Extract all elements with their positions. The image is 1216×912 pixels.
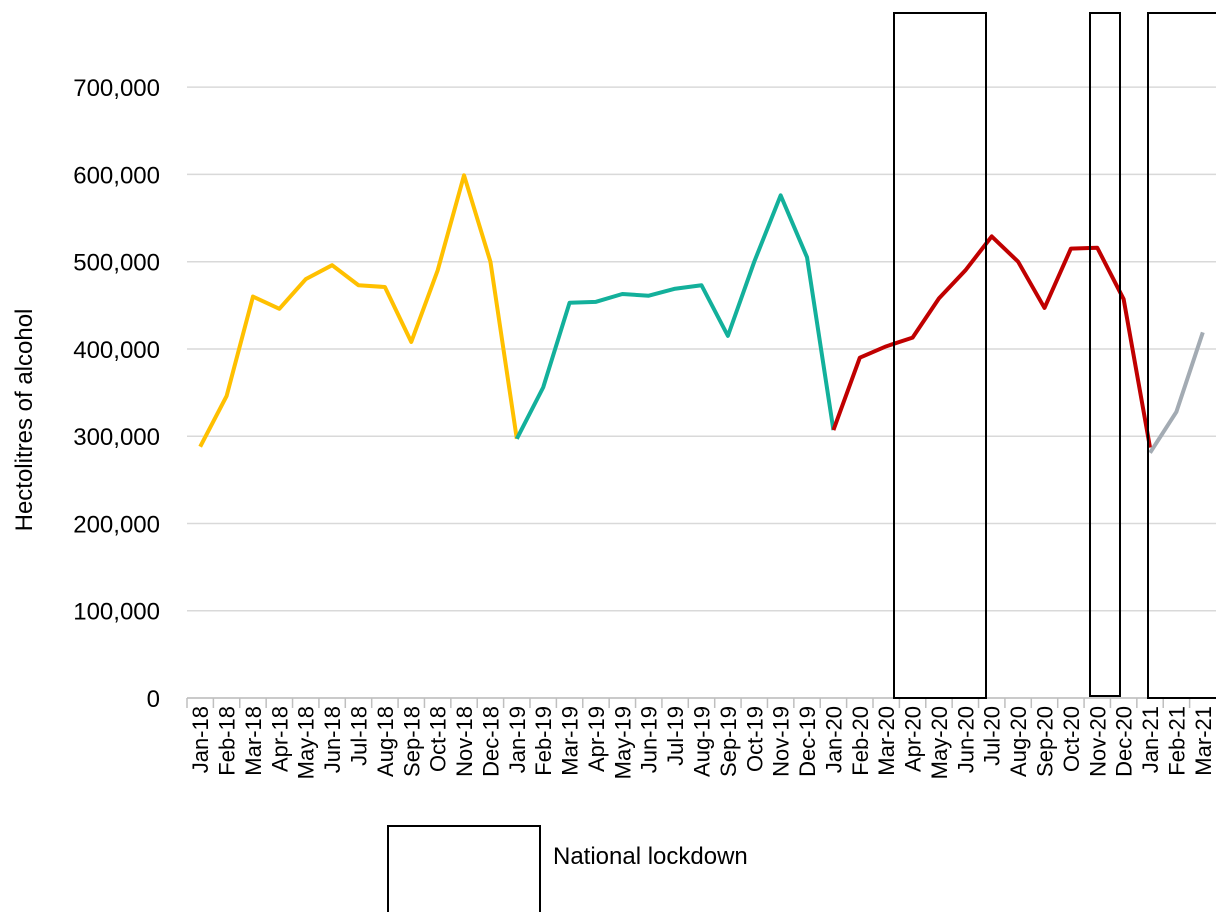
x-tick-label: Jul-19: [663, 706, 688, 766]
y-tick-label: 600,000: [73, 162, 160, 189]
x-tick-label: Mar-19: [558, 706, 583, 776]
x-tick-label: Nov-18: [452, 706, 477, 777]
x-tick-label: Mar-21: [1191, 706, 1216, 776]
x-tick-label: May-19: [610, 706, 635, 779]
x-tick-label: Jul-20: [980, 706, 1005, 766]
x-tick-label: Sep-19: [716, 706, 741, 777]
y-tick-label: 500,000: [73, 250, 160, 277]
x-tick-label: Feb-18: [215, 706, 240, 776]
x-tick-label: May-20: [927, 706, 952, 779]
x-tick-label: Oct-20: [1059, 706, 1084, 772]
y-tick-label: 300,000: [73, 424, 160, 451]
x-tick-label: Feb-21: [1164, 706, 1189, 776]
x-tick-label: Sep-18: [399, 706, 424, 777]
data-line: [831, 234, 1153, 448]
x-tick-label: Nov-20: [1085, 706, 1110, 777]
data-line: [515, 193, 836, 440]
x-tick-label: Apr-18: [267, 706, 292, 772]
data-line: [198, 173, 519, 448]
x-tick-label: Dec-19: [795, 706, 820, 777]
y-tick-label: 200,000: [73, 511, 160, 538]
y-axis-title: Hectolitres of alcohol: [11, 309, 38, 532]
x-tick-label: Jan-18: [188, 706, 213, 773]
x-tick-label: Oct-19: [742, 706, 767, 772]
lockdown-period: [1089, 12, 1121, 697]
x-tick-label: Mar-18: [241, 706, 266, 776]
data-line: [1148, 331, 1205, 454]
x-tick-label: Feb-20: [848, 706, 873, 776]
x-tick-label: Aug-18: [373, 706, 398, 777]
x-tick-label: Mar-20: [874, 706, 899, 776]
y-tick-label: 0: [147, 686, 160, 713]
x-tick-label: Dec-20: [1112, 706, 1137, 777]
x-tick-label: Sep-20: [1033, 706, 1058, 777]
legend-swatch: [387, 825, 541, 912]
x-tick-label: Jul-18: [347, 706, 372, 766]
x-tick-label: Nov-19: [769, 706, 794, 777]
x-tick-label: Oct-18: [426, 706, 451, 772]
x-tick-label: Apr-20: [901, 706, 926, 772]
x-tick-label: Jan-19: [505, 706, 530, 773]
y-tick-label: 100,000: [73, 599, 160, 626]
x-tick-label: Jan-20: [821, 706, 846, 773]
lockdown-period: [1147, 12, 1216, 699]
x-tick-label: Aug-20: [1006, 706, 1031, 777]
y-tick-label: 700,000: [73, 75, 160, 102]
y-tick-label: 400,000: [73, 337, 160, 364]
x-tick-label: Apr-19: [584, 706, 609, 772]
x-tick-label: Jan-21: [1138, 706, 1163, 773]
x-tick-label: Jun-19: [637, 706, 662, 773]
x-tick-label: May-18: [294, 706, 319, 779]
x-tick-label: Dec-18: [478, 706, 503, 777]
lockdown-period: [893, 12, 987, 699]
x-tick-label: Feb-19: [531, 706, 556, 776]
x-tick-label: Jun-20: [953, 706, 978, 773]
x-tick-label: Jun-18: [320, 706, 345, 773]
x-tick-label: Aug-19: [690, 706, 715, 777]
legend-label: National lockdown: [553, 843, 748, 870]
